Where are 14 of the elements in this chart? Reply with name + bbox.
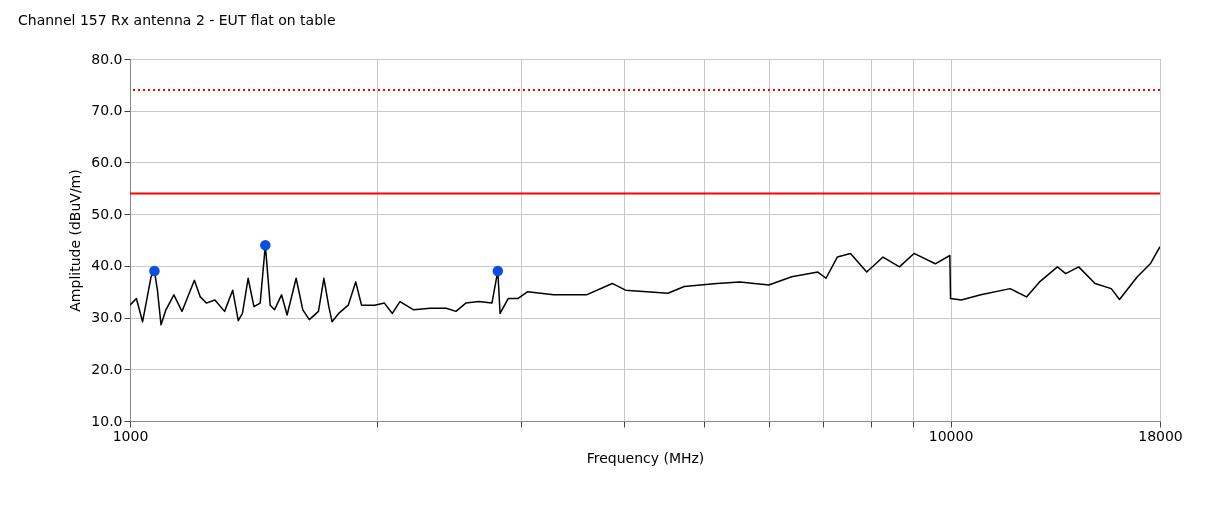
y-tick-label: 50.0 — [91, 205, 123, 222]
x-tick-label: 1000 — [112, 427, 149, 444]
x-tick-label: 18000 — [1138, 427, 1183, 444]
y-tick-label: 20.0 — [91, 360, 123, 377]
x-axis-title: Frequency (MHz) — [586, 449, 705, 466]
y-axis-title: Amplitude (dBuV/m) — [67, 169, 84, 312]
y-tick-label: 30.0 — [91, 309, 123, 326]
y-tick-label: 40.0 — [91, 257, 123, 274]
y-tick-label: 60.0 — [91, 153, 123, 170]
y-tick-label: 10.0 — [91, 412, 123, 429]
chart-title: Channel 157 Rx antenna 2 - EUT flat on table — [18, 12, 336, 28]
y-tick-label: 70.0 — [91, 102, 123, 119]
x-tick-label: 10000 — [928, 427, 974, 444]
y-tick-label: 80.0 — [91, 50, 123, 67]
